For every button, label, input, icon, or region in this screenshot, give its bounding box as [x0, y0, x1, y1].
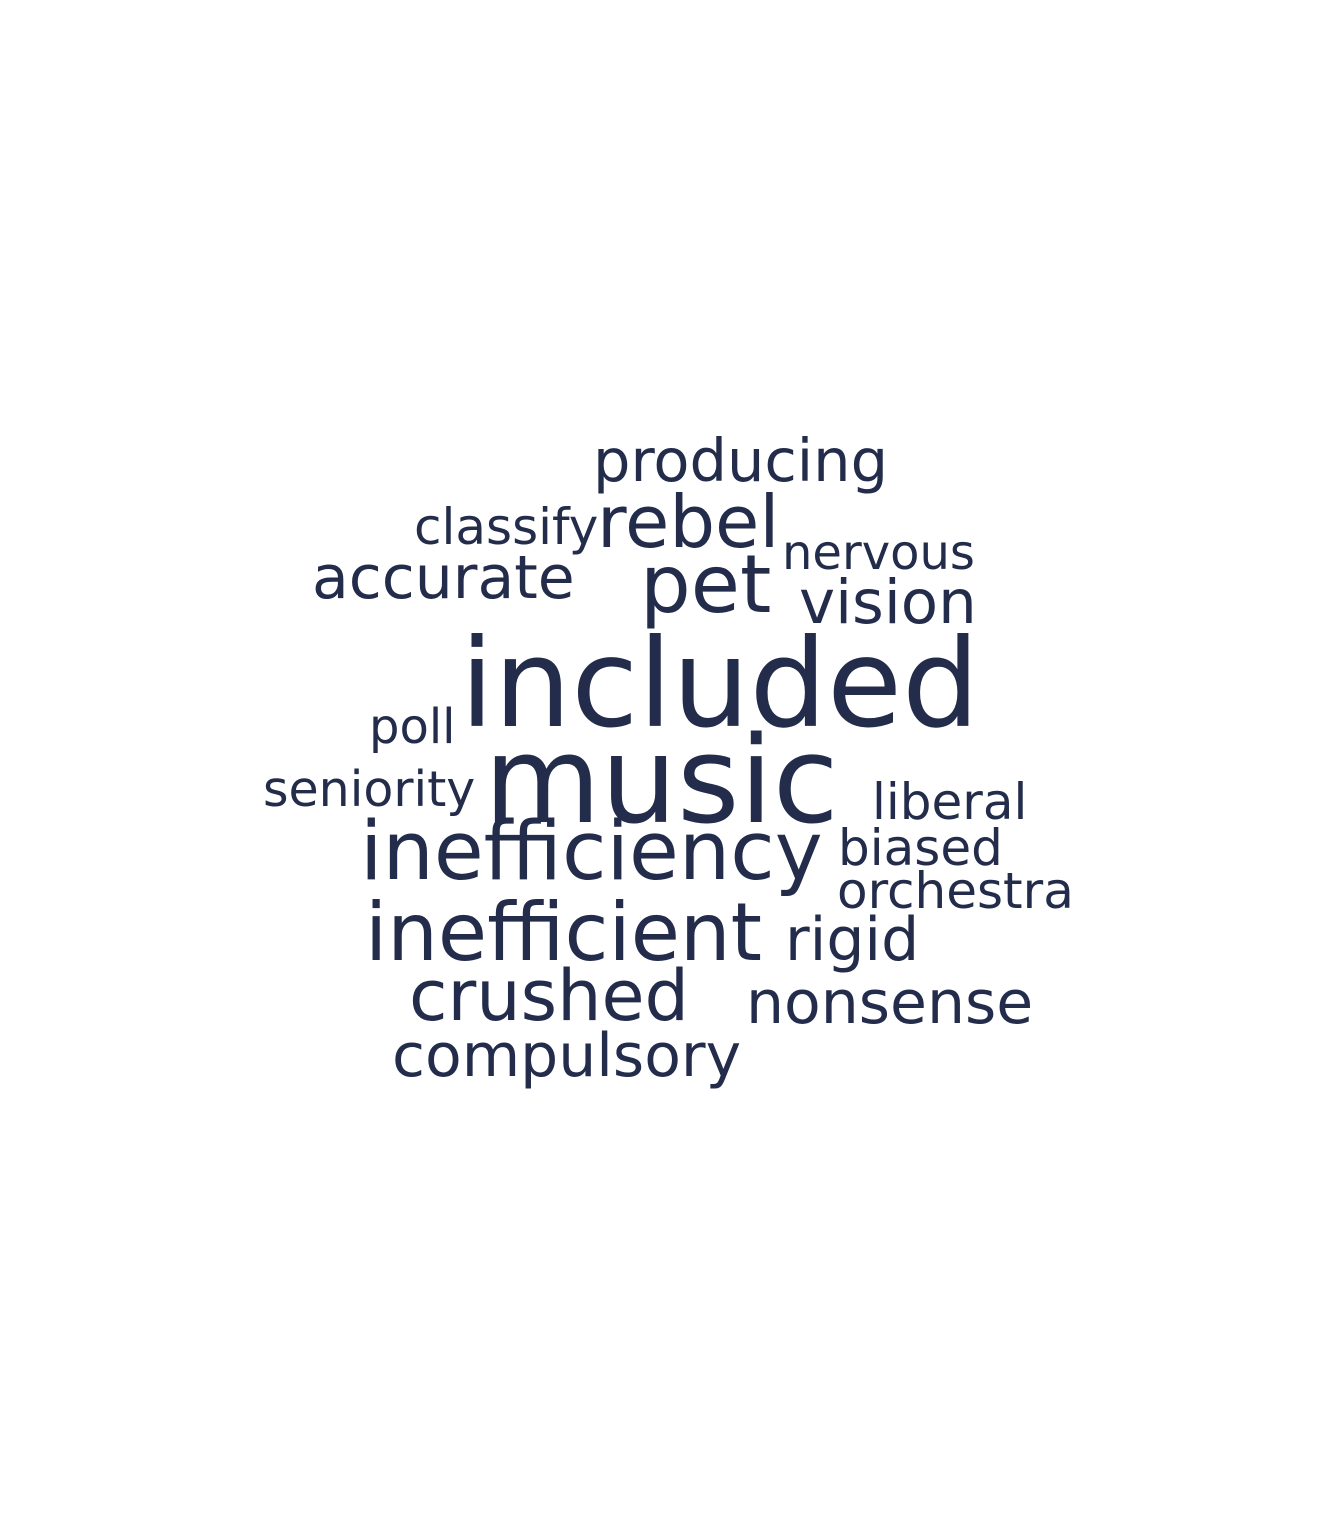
word-accurate: accurate [312, 543, 575, 613]
word-vision: vision [799, 567, 977, 638]
word-nervous: nervous [782, 525, 975, 581]
word-liberal: liberal [872, 773, 1028, 831]
word-included: included [460, 613, 980, 755]
word-poll: poll [369, 699, 456, 755]
word-biased: biased [838, 819, 1003, 877]
word-rebel: rebel [597, 480, 780, 564]
word-crushed: crushed [409, 955, 689, 1037]
word-compulsory: compulsory [392, 1021, 742, 1091]
word-pet: pet [640, 538, 772, 631]
word-nonsense: nonsense [746, 968, 1034, 1038]
word-classify: classify [414, 498, 599, 556]
word-seniority: seniority [263, 761, 476, 818]
word-rigid: rigid [785, 905, 920, 975]
word-inefficient: inefficient [365, 886, 762, 979]
word-producing: producing [593, 426, 889, 495]
word-music: music [484, 712, 839, 851]
word-inefficiency: inefficiency [360, 805, 823, 899]
word-orchestra: orchestra [837, 862, 1074, 920]
